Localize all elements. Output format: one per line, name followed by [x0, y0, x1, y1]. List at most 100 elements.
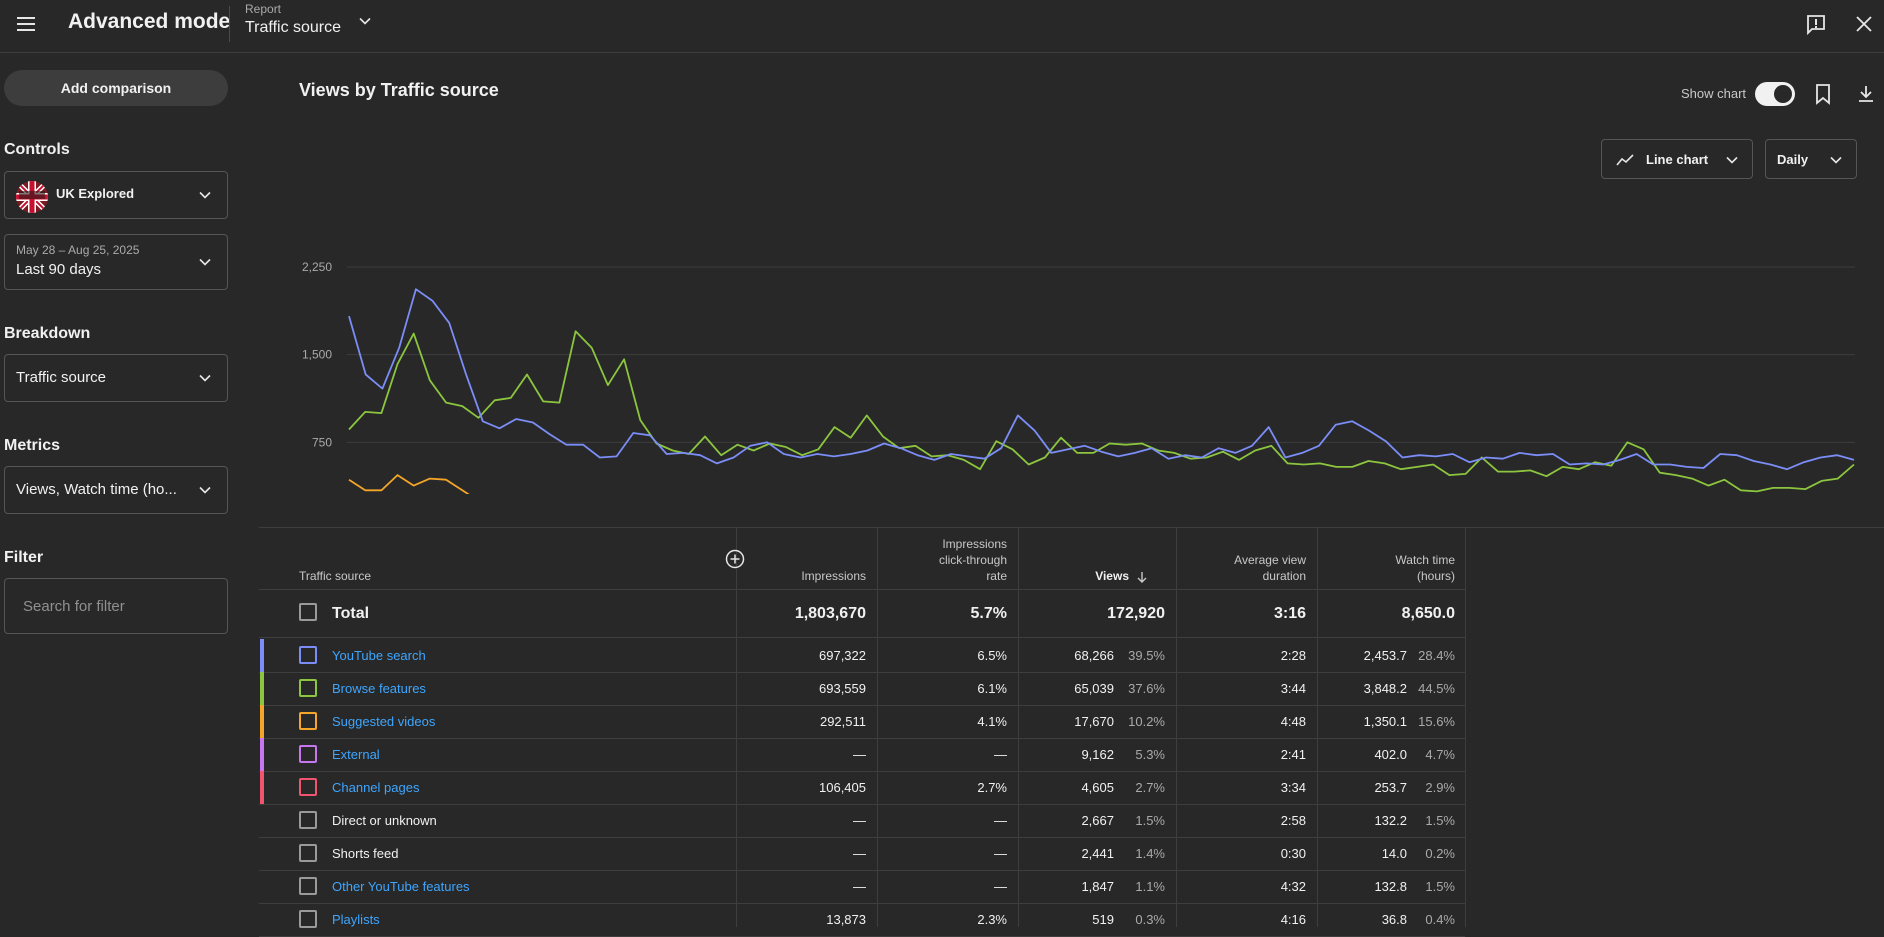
report-selector[interactable]: Report Traffic source [240, 0, 380, 50]
views-cell: 9,162 [1081, 747, 1114, 762]
arrow-down-icon[interactable] [1135, 570, 1149, 584]
header-impressions[interactable]: Impressions [801, 569, 866, 583]
row-checkbox[interactable] [299, 646, 317, 664]
traffic-source-link[interactable]: External [332, 747, 380, 762]
avd-cell: 2:28 [1280, 648, 1306, 663]
breakdown-selector[interactable]: Traffic source [4, 354, 228, 402]
bookmark-icon[interactable] [1811, 82, 1835, 106]
chart-type-dropdown[interactable]: Line chart [1601, 139, 1753, 179]
y-tick-label: 1,500 [302, 348, 332, 362]
series-line [348, 330, 1855, 493]
row-checkbox[interactable] [299, 811, 317, 829]
metrics-selector[interactable]: Views, Watch time (ho... [4, 466, 228, 514]
row-checkbox[interactable] [299, 679, 317, 697]
line-chart-icon [1616, 154, 1634, 166]
views-cell: 2,667 [1081, 813, 1114, 828]
row-color-indicator [260, 771, 264, 804]
add-comparison-button[interactable]: Add comparison [4, 70, 228, 106]
row-divider [259, 870, 1465, 871]
traffic-source-link[interactable]: Channel pages [332, 780, 420, 795]
metrics-heading: Metrics [4, 437, 61, 454]
header-watch-line2[interactable]: (hours) [1416, 569, 1455, 583]
filter-search-input[interactable]: Search for filter [4, 578, 228, 634]
ctr-cell: — [994, 846, 1007, 861]
filter-heading: Filter [4, 549, 44, 566]
impressions-cell: 693,559 [819, 681, 866, 696]
row-checkbox[interactable] [299, 844, 317, 862]
report-label: Report [245, 2, 282, 16]
total-avd: 3:16 [1273, 605, 1306, 622]
header-traffic-source: Traffic source [299, 569, 372, 583]
row-divider [259, 903, 1465, 904]
column-divider [1317, 527, 1318, 927]
watch-cell: 14.0 [1381, 846, 1407, 861]
header-views[interactable]: Views [1095, 569, 1129, 583]
row-divider [259, 672, 1465, 673]
total-views: 172,920 [1107, 605, 1165, 622]
header-ctr-line1[interactable]: Impressions [942, 537, 1007, 551]
add-circle-icon[interactable] [725, 549, 745, 569]
chevron-down-icon [359, 17, 371, 25]
header-watch-line1[interactable]: Watch time [1395, 553, 1455, 567]
series-line [348, 474, 470, 494]
interval-label: Daily [1777, 151, 1809, 167]
channel-selector[interactable]: UK Explored [4, 171, 228, 219]
watch-cell: 132.8 [1374, 879, 1407, 894]
avd-cell: 2:41 [1280, 747, 1306, 762]
traffic-source-link[interactable]: Playlists [332, 912, 380, 927]
sidebar: Add comparison Controls UK Explored May … [0, 54, 240, 927]
traffic-source-link[interactable]: Browse features [332, 681, 426, 696]
row-color-indicator [260, 639, 264, 672]
download-icon[interactable] [1854, 82, 1878, 106]
traffic-source-link[interactable]: YouTube search [332, 648, 426, 663]
watch-percent: 1.5% [1425, 813, 1455, 828]
chevron-down-icon [199, 486, 211, 494]
header-ctr-line3[interactable]: rate [986, 569, 1007, 583]
toggle-knob [1774, 85, 1792, 103]
watch-cell: 36.8 [1381, 912, 1407, 927]
row-checkbox[interactable] [299, 778, 317, 796]
row-checkbox[interactable] [299, 910, 317, 928]
header-avd-line2[interactable]: duration [1262, 569, 1306, 583]
ctr-cell: 6.5% [977, 648, 1007, 663]
watch-percent: 28.4% [1418, 648, 1455, 663]
column-divider [1176, 527, 1177, 927]
row-divider [259, 589, 1465, 590]
hamburger-menu-icon[interactable] [14, 12, 38, 36]
feedback-icon[interactable] [1804, 12, 1828, 36]
impressions-cell: — [853, 879, 866, 894]
row-divider [259, 771, 1465, 772]
header-ctr-line2[interactable]: click-through [938, 553, 1007, 567]
chevron-down-icon [199, 374, 211, 382]
views-cell: 68,266 [1074, 648, 1114, 663]
channel-avatar [16, 181, 48, 213]
watch-percent: 4.7% [1425, 747, 1455, 762]
watch-cell: 1,350.1 [1363, 714, 1407, 729]
interval-dropdown[interactable]: Daily [1765, 139, 1857, 179]
divider [229, 6, 230, 42]
row-checkbox[interactable] [299, 745, 317, 763]
ctr-cell: 6.1% [977, 681, 1007, 696]
breakdown-value: Traffic source [16, 369, 107, 386]
show-chart-label: Show chart [1681, 86, 1747, 101]
row-checkbox[interactable] [299, 877, 317, 895]
show-chart-toggle[interactable] [1755, 82, 1795, 106]
traffic-source-link[interactable]: Other YouTube features [332, 879, 470, 894]
watch-cell: 2,453.7 [1363, 648, 1407, 663]
impressions-cell: — [853, 846, 866, 861]
traffic-source-link[interactable]: Suggested videos [332, 714, 436, 729]
traffic-source-link: Direct or unknown [332, 813, 437, 828]
date-range-selector[interactable]: May 28 – Aug 25, 2025 Last 90 days [4, 234, 228, 290]
views-percent: 1.4% [1135, 846, 1165, 861]
total-checkbox[interactable] [299, 603, 317, 621]
watch-cell: 402.0 [1374, 747, 1407, 762]
avd-cell: 3:44 [1280, 681, 1306, 696]
row-divider [259, 738, 1465, 739]
y-tick-label: 750 [312, 435, 332, 449]
close-icon[interactable] [1852, 12, 1876, 36]
header-avd-line1[interactable]: Average view [1234, 553, 1306, 567]
row-checkbox[interactable] [299, 712, 317, 730]
app-title: Advanced mode [68, 10, 231, 33]
views-percent: 5.3% [1135, 747, 1165, 762]
